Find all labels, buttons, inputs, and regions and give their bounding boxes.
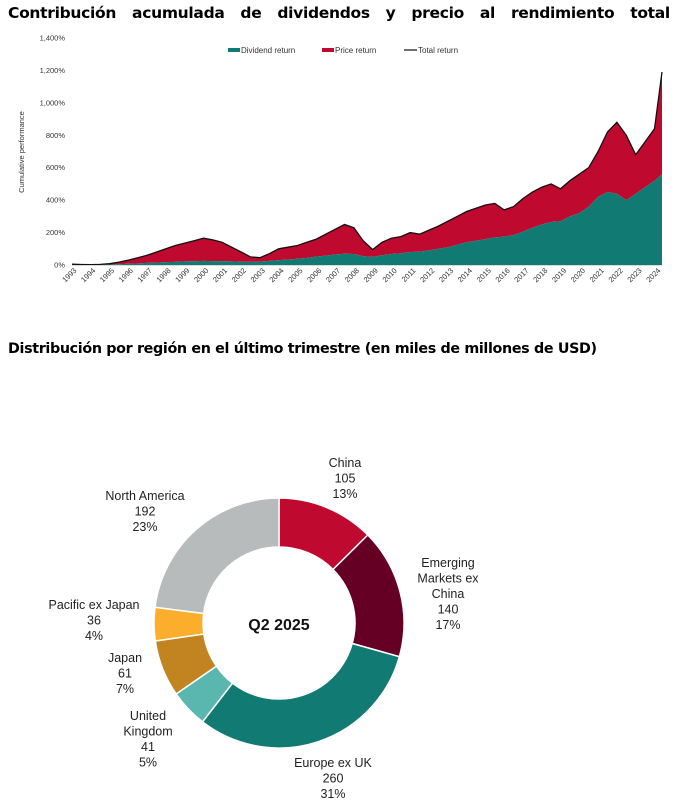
x-tick-label: 2000 [192, 266, 210, 284]
legend-swatch-dividend [228, 48, 240, 52]
legend-label-total: Total return [418, 46, 458, 55]
chart1-title: Contribución acumulada de dividendos y p… [8, 4, 670, 22]
legend-label-dividend: Dividend return [241, 46, 295, 55]
x-tick-label: 2014 [456, 266, 474, 284]
x-tick-label: 2004 [267, 266, 285, 284]
x-tick-label: 1999 [173, 266, 191, 284]
x-tick-label: 2001 [211, 266, 229, 284]
x-tick-label: 1996 [117, 266, 135, 284]
area-chart: 0% 200% 400% 600% 800% 1,000% 1,200% 1,400% Cum… [17, 34, 663, 284]
donut-slice-japan [154, 633, 218, 696]
x-tick-label: 2007 [324, 266, 342, 284]
title-word: total [630, 4, 670, 22]
x-tick-label: 2024 [644, 266, 662, 284]
x-tick-label: 1997 [136, 266, 154, 284]
y-tick-label: 600% [46, 163, 66, 172]
title-word: Contribución [8, 4, 117, 22]
title-word: dividendos [277, 4, 370, 22]
donut-label-pacific-ex-japan: Pacific ex Japan 36 4% [48, 598, 139, 643]
y-tick-label: 1,200% [40, 66, 66, 75]
plot-area [71, 72, 663, 266]
donut-label-japan: Japan 61 7% [108, 651, 142, 696]
x-tick-label: 2012 [418, 266, 436, 284]
x-tick-label: 2015 [475, 266, 493, 284]
title-word: y [385, 4, 396, 22]
x-tick-label: 2006 [305, 266, 323, 284]
legend-swatch-price [322, 48, 334, 52]
y-axis: 0% 200% 400% 600% 800% 1,000% 1,200% 1,400% [40, 34, 66, 270]
x-tick-label: 2022 [607, 266, 625, 284]
donut-label-united-kingdom: United Kingdom 41 5% [123, 709, 172, 770]
x-tick-label: 1998 [154, 266, 172, 284]
y-tick-label: 800% [46, 131, 66, 140]
title-word: al [479, 4, 496, 22]
x-tick-label: 1994 [79, 266, 97, 284]
donut-slice-emerging-markets-ex-china [331, 533, 405, 658]
y-tick-label: 1,000% [40, 98, 66, 107]
x-tick-label: 2013 [437, 266, 455, 284]
x-tick-label: 1995 [98, 266, 116, 284]
x-tick-label: 2018 [531, 266, 549, 284]
donut-slices [153, 497, 405, 749]
x-tick-label: 2003 [249, 266, 267, 284]
x-tick-label: 2019 [550, 266, 568, 284]
y-tick-label: 400% [46, 196, 66, 205]
x-tick-label: 2008 [343, 266, 361, 284]
y-tick-label: 1,400% [40, 34, 66, 43]
donut-label-china: China 105 13% [329, 456, 362, 501]
donut-slice-united-kingdom [175, 665, 234, 723]
total-return-line [71, 72, 663, 266]
y-axis-label: Cumulative performance [17, 111, 26, 193]
x-tick-label: 2017 [512, 266, 530, 284]
title-word: precio [411, 4, 464, 22]
title-word: de [240, 4, 262, 22]
x-tick-label: 2009 [362, 266, 380, 284]
title-word: rendimiento [510, 4, 615, 22]
x-tick-label: 2023 [625, 266, 643, 284]
title-word: acumulada [132, 4, 225, 22]
price-return-area [72, 72, 662, 265]
x-tick-label: 2016 [494, 266, 512, 284]
donut-slice-europe-ex-uk [201, 642, 401, 749]
legend: Dividend return Price return Total retur… [228, 46, 458, 55]
x-tick-label: 2011 [400, 266, 418, 284]
x-tick-label: 2002 [230, 266, 248, 284]
x-tick-label: 2005 [286, 266, 304, 284]
donut-slice-china [278, 497, 369, 571]
x-tick-label: 2010 [381, 266, 399, 284]
x-axis: 1993 1994 1995 1996 1997 1998 1999 2000 2001 2002… [60, 266, 662, 284]
donut-center-label: Q2 2025 [248, 617, 309, 634]
dividend-return-area [72, 174, 662, 265]
legend-label-price: Price return [335, 46, 376, 55]
donut-labels: China 105 13% Emerging Markets ex China 140 17%… [48, 456, 479, 801]
y-tick-label: 200% [46, 228, 66, 237]
donut-label-emerging-markets-ex-china: Emerging Markets ex China 140 17% [417, 556, 479, 632]
y-tick-label: 0% [54, 261, 65, 270]
donut-slice-pacific-ex-japan [153, 606, 205, 642]
x-tick-label: 2021 [588, 266, 606, 284]
donut-label-north-america: North America 192 23% [105, 489, 184, 534]
x-tick-label: 2020 [569, 266, 587, 284]
donut-slice-north-america [154, 497, 280, 615]
donut-label-europe-ex-uk: Europe ex UK 260 31% [294, 756, 372, 801]
chart2-title: Distribución por región en el último tri… [8, 341, 597, 357]
